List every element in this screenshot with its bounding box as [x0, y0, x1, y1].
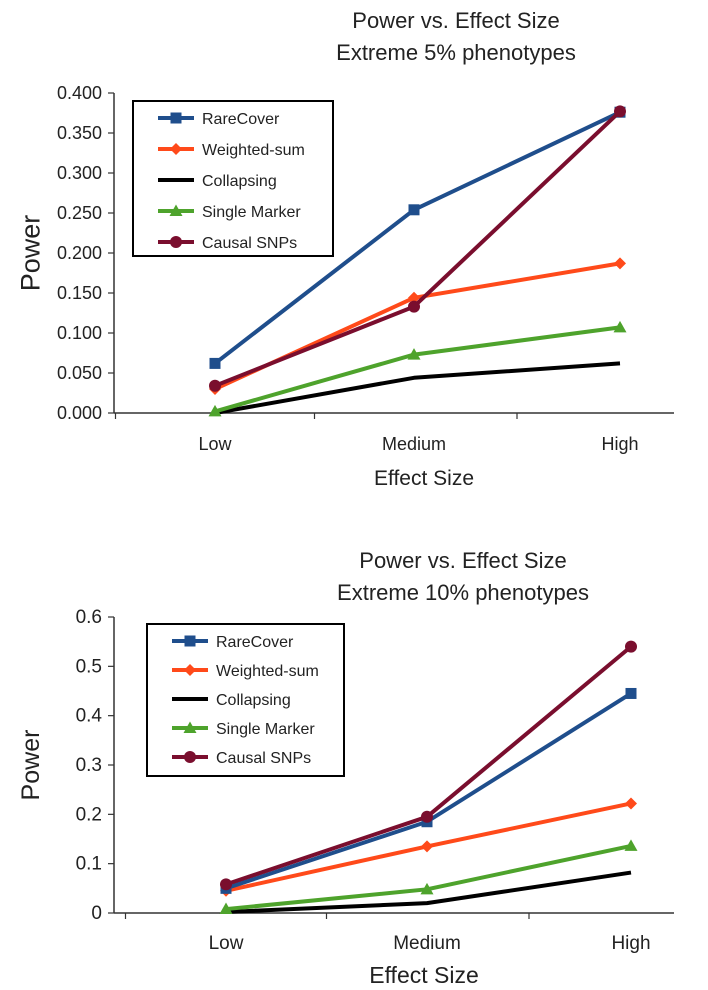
chart2-point-single-marker-medium [420, 882, 434, 895]
chart2-y-tick-label: 0 [91, 903, 102, 924]
chart1-x-tick-label-low: Low [198, 434, 232, 454]
chart2-y-tick-label: 0.3 [76, 755, 102, 776]
chart2-legend-label-rarecover: RareCover [216, 634, 294, 651]
chart2-series-causal-snps [220, 640, 637, 891]
chart2-point-weighted-sum-medium [421, 840, 433, 853]
chart2-point-causal-snps-high [625, 640, 637, 653]
chart1-point-causal-snps-high [614, 105, 626, 118]
chart2-y-tick-label: 0.2 [76, 804, 102, 825]
chart2-point-weighted-sum-high [625, 797, 637, 810]
chart2-legend-marker-weighted-sum [184, 664, 196, 676]
chart1-point-weighted-sum-high [614, 257, 626, 270]
chart2-x-tick-label-low: Low [209, 933, 244, 954]
chart1-point-causal-snps-low [209, 379, 221, 392]
chart-extreme-10-percent: Power vs. Effect Size Extreme 10% phenoty… [17, 548, 674, 988]
chart1-y-tick-label: 0.250 [57, 203, 102, 223]
chart1-legend-label-rarecover: RareCover [202, 111, 280, 128]
chart2-point-causal-snps-medium [421, 810, 433, 823]
chart1-point-rarecover-medium [408, 204, 420, 216]
chart1-legend: RareCover Weighted-sum Collapsing Single Ma… [132, 100, 334, 257]
chart1-x-axis-label: Effect Size [374, 467, 474, 490]
chart2-x-tick-label-high: High [611, 933, 650, 954]
chart2-y-tick-label: 0.4 [76, 706, 103, 727]
chart2-legend-label-causal-snps: Causal SNPs [216, 750, 311, 767]
chart2-title-line-1: Power vs. Effect Size [359, 548, 566, 573]
chart2-series-collapsing [225, 870, 632, 915]
chart1-point-weighted-sum-medium [408, 291, 420, 304]
chart2-x-tick-label-medium: Medium [393, 933, 461, 954]
chart1-y-axis-label: Power [15, 215, 45, 292]
chart1-y-tick-label: 0.000 [57, 403, 102, 423]
chart2-y-tick-label: 0.1 [76, 854, 102, 875]
chart-extreme-5-percent: Power vs. Effect Size Extreme 5% phenotyp… [15, 8, 674, 490]
chart1-series-single-marker [208, 320, 627, 417]
chart2-title-line-2: Extreme 10% phenotypes [337, 580, 589, 605]
chart2-line-collapsing [225, 870, 632, 915]
chart1-legend-marker-weighted-sum [170, 143, 182, 155]
chart1-y-tick-label: 0.050 [57, 363, 102, 383]
chart1-line-collapsing [214, 361, 621, 415]
chart2-point-causal-snps-low [220, 878, 232, 891]
chart1-legend-label-weighted-sum: Weighted-sum [202, 142, 305, 159]
chart2-y-tick-label: 0.6 [76, 607, 102, 628]
chart2-point-single-marker-low [219, 902, 233, 915]
chart2-y-axis-label: Power [17, 730, 45, 801]
chart2-point-rarecover-high [625, 687, 637, 699]
chart2-y-tick-label: 0.5 [76, 656, 102, 677]
chart1-y-tick-label: 0.400 [57, 83, 102, 103]
chart1-x-tick-label-high: High [601, 434, 638, 454]
chart1-y-tick-label: 0.200 [57, 243, 102, 263]
chart1-legend-label-collapsing: Collapsing [202, 173, 277, 190]
chart2-point-single-marker-high [624, 839, 638, 851]
chart1-title-line-2: Extreme 5% phenotypes [336, 40, 576, 65]
chart2-series-single-marker [219, 839, 638, 915]
chart2-legend-marker-causal-snps [184, 751, 196, 763]
chart1-series-causal-snps [209, 105, 626, 392]
chart1-point-single-marker-high [613, 320, 627, 333]
chart1-legend-label-single-marker: Single Marker [202, 204, 301, 221]
chart1-point-causal-snps-medium [408, 300, 420, 313]
chart1-point-rarecover-low [209, 357, 221, 369]
chart2-legend-marker-rarecover [184, 635, 196, 647]
chart2-legend-label-collapsing: Collapsing [216, 692, 291, 709]
chart1-legend-marker-causal-snps [170, 236, 182, 248]
chart2-legend-label-single-marker: Single Marker [216, 721, 315, 738]
chart1-title-line-1: Power vs. Effect Size [352, 8, 559, 33]
chart2-legend: RareCover Weighted-sum Collapsing Single Ma… [146, 623, 345, 777]
chart1-x-tick-label-medium: Medium [382, 434, 446, 454]
chart1-legend-label-causal-snps: Causal SNPs [202, 235, 297, 252]
chart1-line-weighted-sum [214, 261, 621, 391]
chart2-x-axis-label: Effect Size [369, 962, 479, 988]
chart2-legend-marker-single-marker [183, 721, 197, 733]
chart1-y-tick-label: 0.350 [57, 123, 102, 143]
chart1-series-collapsing [214, 361, 621, 415]
chart1-point-single-marker-low [208, 404, 222, 417]
chart1-legend-marker-single-marker [169, 204, 183, 216]
chart1-point-single-marker-medium [407, 348, 421, 360]
chart2-legend-label-weighted-sum: Weighted-sum [216, 663, 319, 680]
chart1-legend-marker-rarecover [170, 112, 182, 124]
chart1-y-tick-label: 0.300 [57, 163, 102, 183]
chart1-series-weighted-sum [209, 257, 626, 395]
chart1-y-tick-label: 0.100 [57, 323, 102, 343]
chart1-y-tick-label: 0.150 [57, 283, 102, 303]
